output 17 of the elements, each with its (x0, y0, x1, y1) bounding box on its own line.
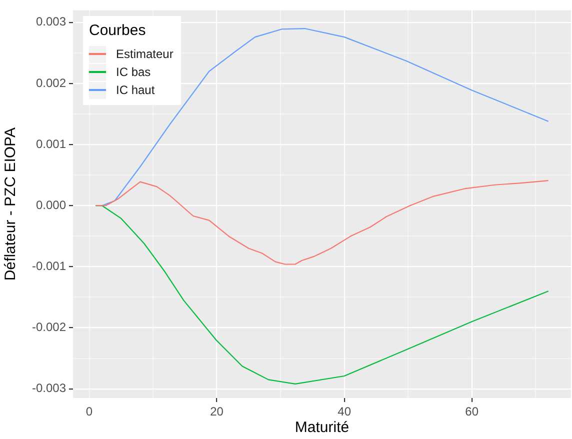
y-tick-label: 0.003 (36, 14, 66, 29)
y-tick-label: 0.001 (36, 136, 66, 151)
x-tick-label: 60 (465, 404, 479, 419)
y-tick-label: -0.002 (32, 320, 66, 334)
y-tick-label: 0.000 (36, 198, 66, 212)
x-axis-title: Maturité (294, 419, 350, 436)
legend-title: Courbes (89, 22, 147, 39)
y-tick-label: -0.003 (32, 381, 66, 396)
legend-label: IC haut (116, 83, 155, 97)
x-tick-label: 0 (86, 404, 93, 419)
x-tick-label: 40 (338, 404, 352, 419)
legend-label: IC bas (116, 65, 151, 79)
y-tick-label: 0.002 (36, 76, 66, 90)
legend-label: Estimateur (116, 47, 174, 61)
y-tick-label: -0.001 (32, 259, 66, 274)
x-tick-label: 20 (210, 404, 224, 419)
y-axis-title: Déflateur - PZC EIOPA (2, 128, 20, 281)
